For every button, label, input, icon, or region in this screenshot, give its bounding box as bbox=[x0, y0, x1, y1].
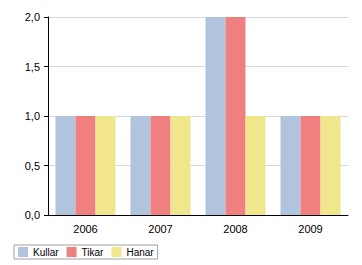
svg-text:0,5: 0,5 bbox=[25, 160, 40, 172]
svg-text:2,0: 2,0 bbox=[25, 11, 40, 23]
svg-text:2006: 2006 bbox=[73, 223, 97, 235]
svg-text:Hanar: Hanar bbox=[126, 247, 154, 258]
svg-text:1,0: 1,0 bbox=[25, 110, 40, 122]
svg-text:1,5: 1,5 bbox=[25, 61, 40, 73]
svg-text:Tikar: Tikar bbox=[82, 247, 105, 258]
svg-text:2009: 2009 bbox=[298, 223, 322, 235]
svg-text:0,0: 0,0 bbox=[25, 209, 40, 221]
svg-text:Kullar: Kullar bbox=[33, 247, 59, 258]
svg-text:2008: 2008 bbox=[223, 223, 247, 235]
svg-text:2007: 2007 bbox=[148, 223, 172, 235]
